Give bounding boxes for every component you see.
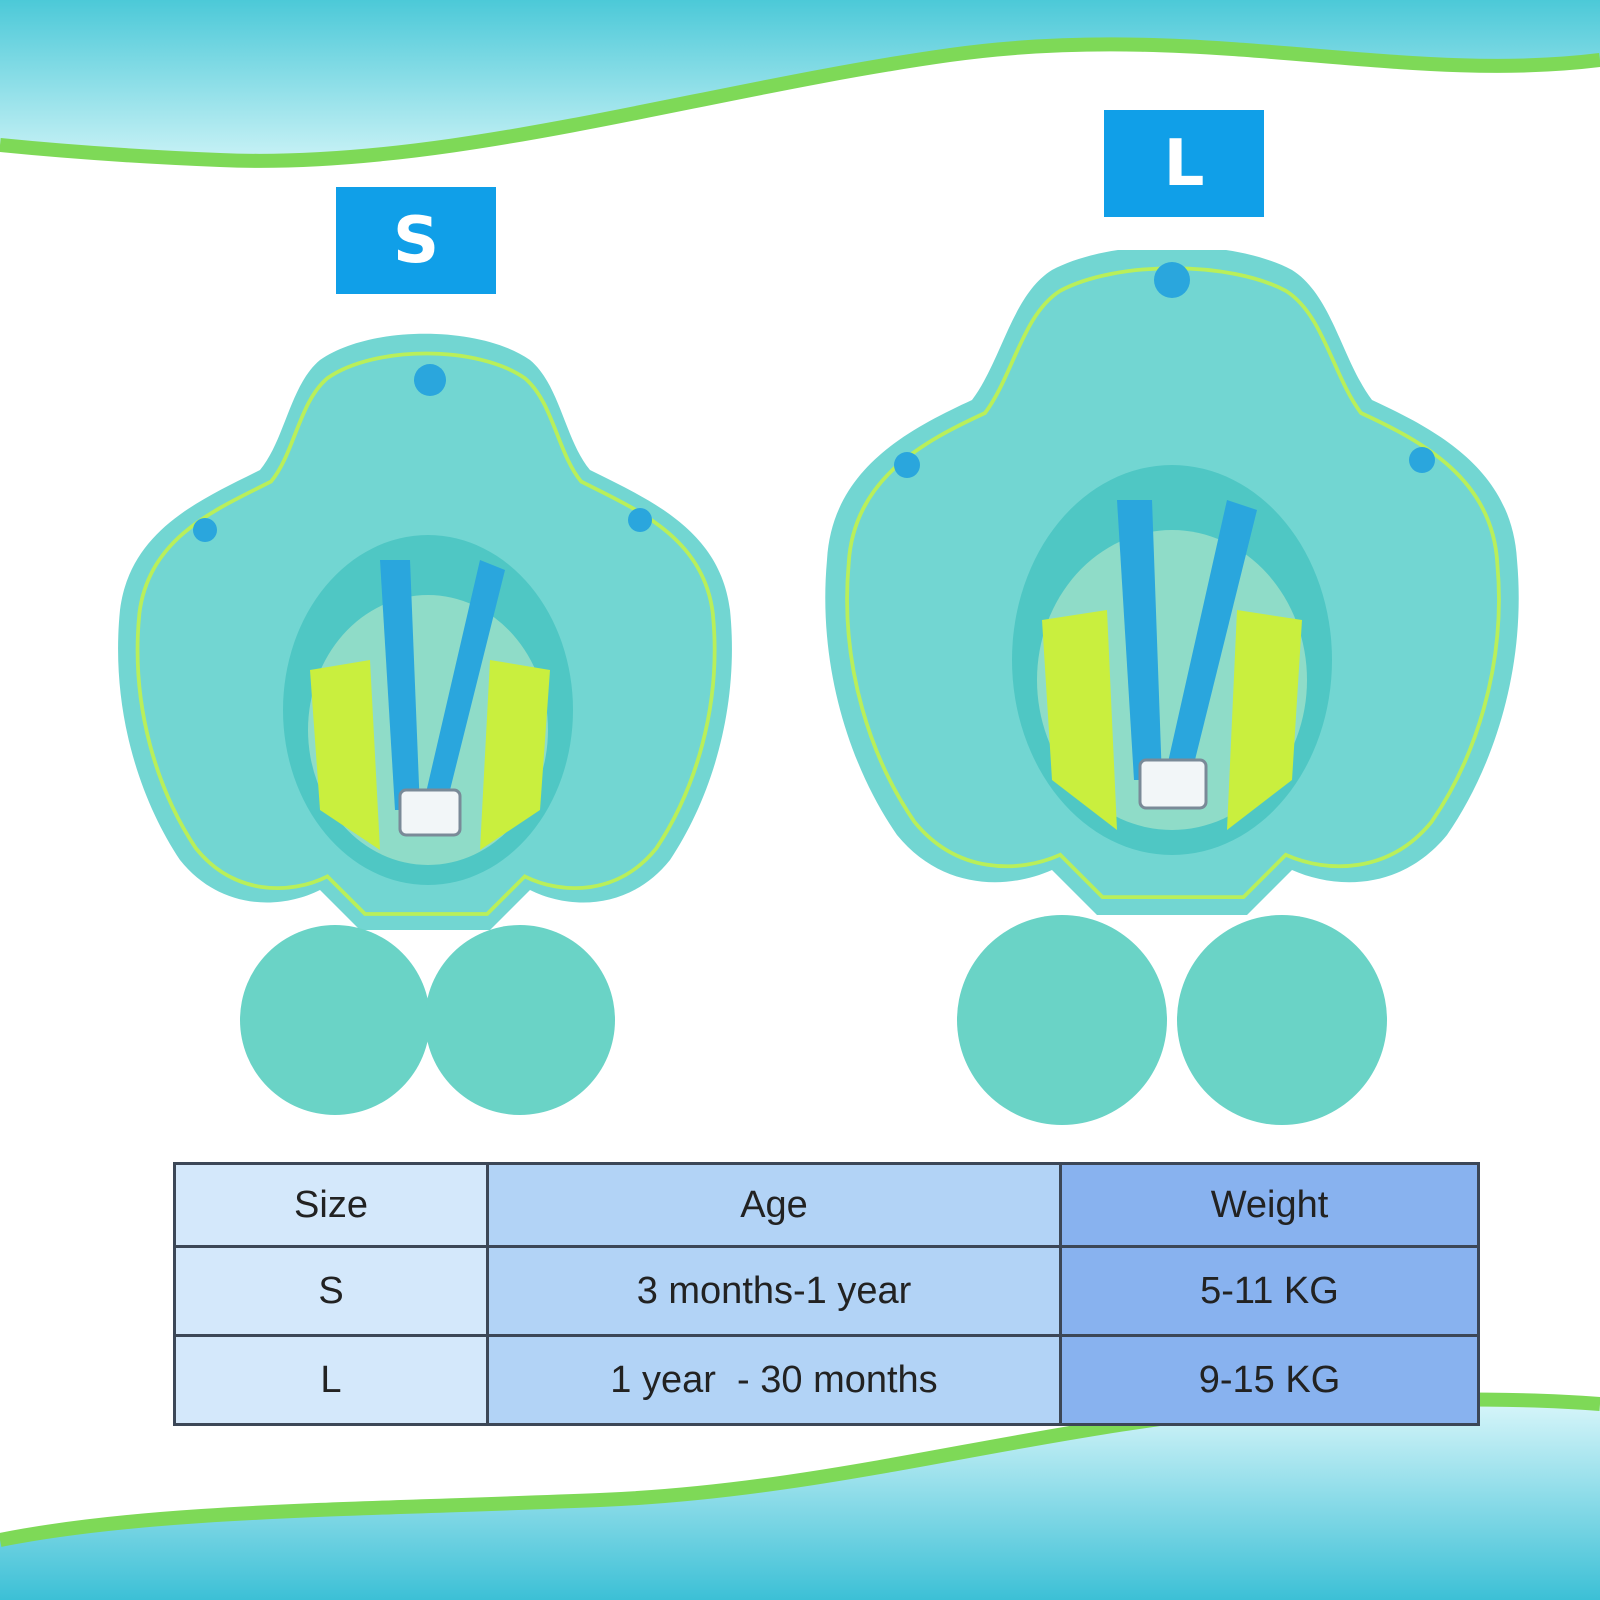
size-tag-l: L xyxy=(1104,110,1264,217)
swim-float-s-image xyxy=(118,333,732,1115)
cell-weight: 9-15 KG xyxy=(1059,1334,1480,1426)
cell-size: S xyxy=(173,1245,489,1337)
size-chart-table: Size Age Weight S 3 months-1 year 5-11 K… xyxy=(173,1162,1480,1426)
swim-float-icon xyxy=(825,250,1519,1125)
header-age: Age xyxy=(486,1162,1062,1248)
cell-size: L xyxy=(173,1334,489,1426)
table-row: L 1 year - 30 months 9-15 KG xyxy=(173,1334,1480,1426)
size-tag-s: S xyxy=(336,187,496,294)
header-weight: Weight xyxy=(1059,1162,1480,1248)
header-size: Size xyxy=(173,1162,489,1248)
swim-float-l-image xyxy=(825,250,1519,1125)
cell-age: 3 months-1 year xyxy=(486,1245,1062,1337)
table-row: S 3 months-1 year 5-11 KG xyxy=(173,1245,1480,1337)
cell-weight: 5-11 KG xyxy=(1059,1245,1480,1337)
swim-float-icon xyxy=(118,333,732,1115)
cell-age: 1 year - 30 months xyxy=(486,1334,1062,1426)
wave-top-border xyxy=(0,0,1600,168)
table-header-row: Size Age Weight xyxy=(173,1162,1480,1248)
